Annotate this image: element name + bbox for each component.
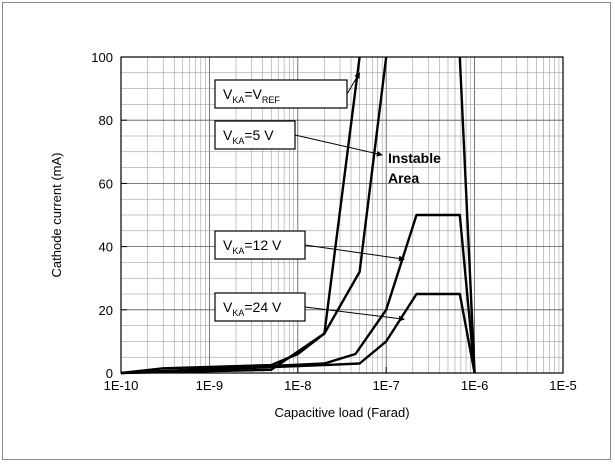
region-label-line-1: Instable: [388, 150, 441, 166]
annotation-box: [214, 292, 306, 322]
annotation-label: VKA=5 V: [223, 127, 274, 146]
annotation-arrow: [294, 134, 383, 157]
annotation-arrow: [304, 306, 405, 322]
y-tick-label: 20: [99, 303, 113, 318]
annotations: VKA=VREF VKA=5 V VKA=12 V VKA=24 V: [214, 72, 405, 322]
x-tick-label: 1E-10: [104, 378, 139, 393]
x-axis-label: Capacitive load (Farad): [274, 405, 409, 420]
y-tick-label: 40: [99, 240, 113, 255]
region-label-line-2: Area: [388, 170, 419, 186]
y-tick-label: 60: [99, 176, 113, 191]
x-tick-label: 1E-7: [372, 378, 399, 393]
annotation-label: VKA=12 V: [223, 237, 282, 256]
annotation-arrow: [304, 244, 405, 262]
ticks: 1E-10 1E-9 1E-8 1E-7 1E-6 1E-5 0 20 40 60 80 100: [91, 50, 576, 393]
series-line-boundary: [458, 56, 476, 374]
y-axis-label: Cathode current (mA): [49, 153, 64, 278]
y-tick-label: 80: [99, 113, 113, 128]
annotation-box: [214, 230, 306, 260]
y-tick-label: 100: [91, 50, 113, 65]
figure-frame: 1E-10 1E-9 1E-8 1E-7 1E-6 1E-5 0 20 40 60 80 100 VK…: [2, 2, 611, 460]
chart: 1E-10 1E-9 1E-8 1E-7 1E-6 1E-5 0 20 40 60 80 100 VK…: [49, 50, 577, 420]
annotation-arrow: [346, 72, 361, 95]
plot-border: [120, 56, 564, 374]
annotation-v5: VKA=5 V: [214, 120, 383, 157]
series-line-v24: [120, 292, 476, 375]
annotation-box: [214, 79, 348, 109]
series-line-v5: [120, 56, 388, 375]
annotation-vref: VKA=VREF: [214, 72, 361, 109]
annotation-label: VKA=VREF: [223, 86, 280, 105]
x-tick-label: 1E-5: [549, 378, 576, 393]
x-tick-label: 1E-6: [461, 378, 488, 393]
x-tick-label: 1E-8: [284, 378, 311, 393]
y-tick-label: 0: [106, 366, 113, 381]
annotation-v12: VKA=12 V: [214, 230, 405, 262]
annotation-label: VKA=24 V: [223, 299, 282, 318]
x-tick-label: 1E-9: [196, 378, 223, 393]
annotation-v24: VKA=24 V: [214, 292, 405, 322]
series-layer: [120, 56, 476, 375]
series-line-v12: [120, 213, 476, 375]
